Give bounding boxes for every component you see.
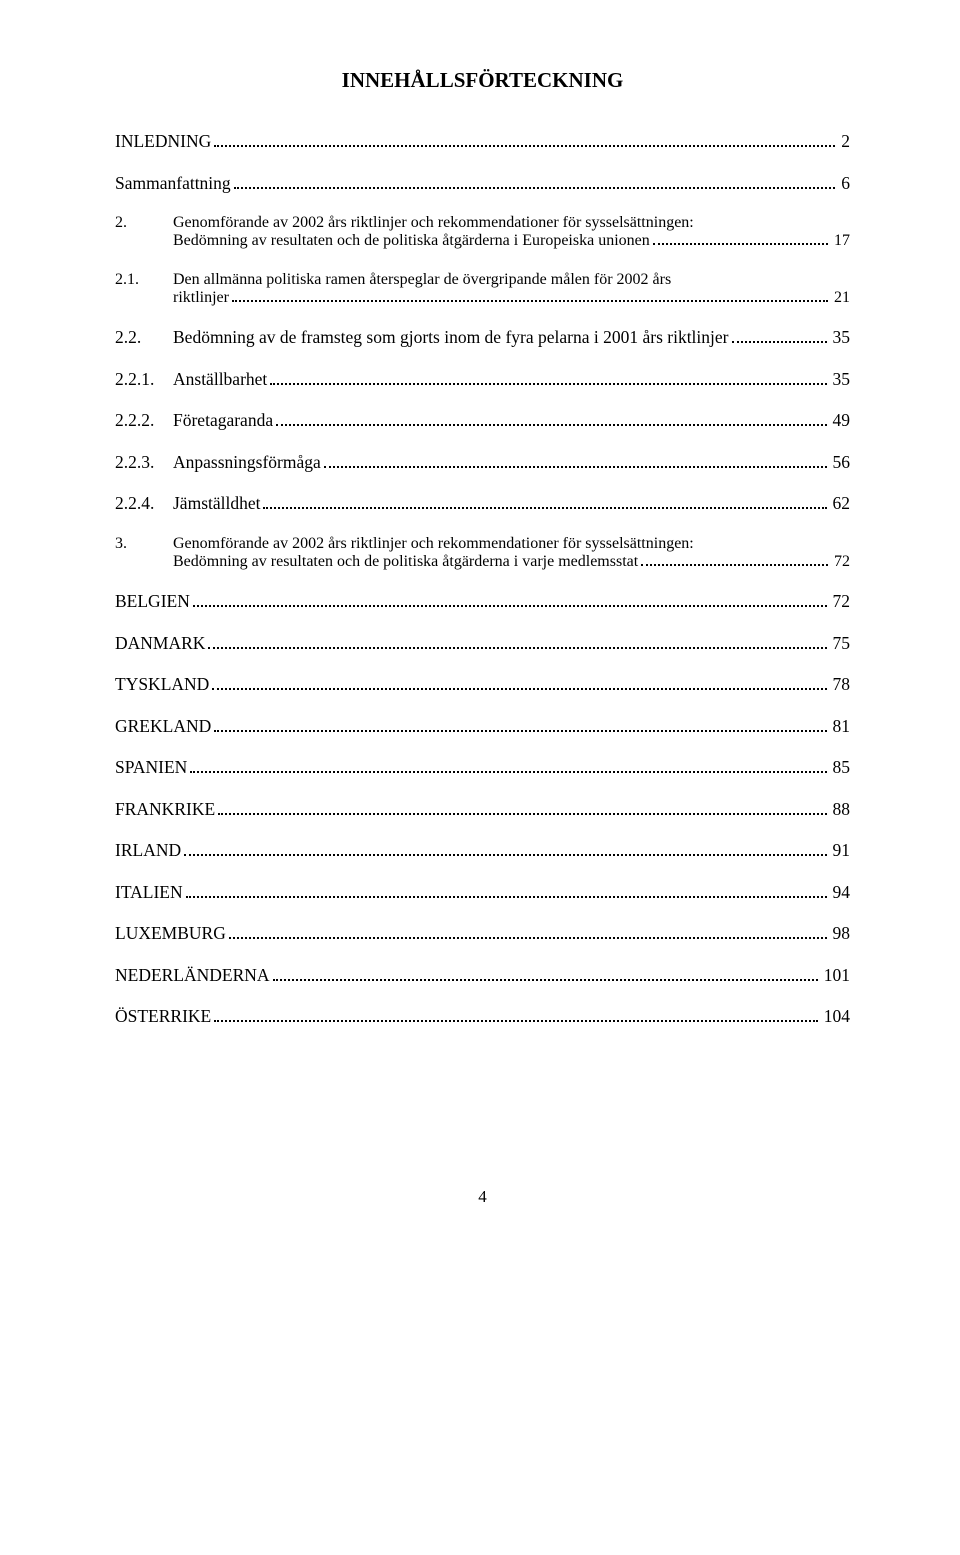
- toc-entry-label: IRLAND: [115, 840, 181, 861]
- toc-entry-label: LUXEMBURG: [115, 923, 226, 944]
- toc-entry: FRANKRIKE 88: [115, 799, 850, 820]
- toc-entry-page: 35: [830, 369, 851, 390]
- page-number: 4: [115, 1187, 850, 1207]
- toc-entry-number: 2.1.: [115, 271, 173, 289]
- toc-leader-dots: [186, 896, 827, 898]
- toc-entry: ITALIEN 94: [115, 882, 850, 903]
- toc-entry-label: NEDERLÄNDERNA: [115, 965, 270, 986]
- toc-entry-label: Jämställdhet: [173, 493, 260, 514]
- toc-entry-label: Bedömning av de framsteg som gjorts inom…: [173, 327, 729, 348]
- toc-leader-dots: [190, 771, 826, 773]
- toc-leader-dots: [324, 466, 827, 468]
- toc-entry-label: GREKLAND: [115, 716, 211, 737]
- toc-entry-label: Anpassningsförmåga: [173, 452, 321, 473]
- toc-entry-label-cont: riktlinjer: [173, 289, 229, 307]
- toc-title: INNEHÅLLSFÖRTECKNING: [115, 68, 850, 93]
- toc-entry: 2.2.1.Anställbarhet 35: [115, 369, 850, 390]
- toc-entry: IRLAND 91: [115, 840, 850, 861]
- toc-entry: BELGIEN 72: [115, 591, 850, 612]
- toc-leader-dots: [193, 605, 827, 607]
- toc-entry: 2.1.Den allmänna politiska ramen återspe…: [115, 271, 850, 307]
- toc-entry: TYSKLAND 78: [115, 674, 850, 695]
- toc-entry: NEDERLÄNDERNA 101: [115, 965, 850, 986]
- toc-entry: ÖSTERRIKE 104: [115, 1006, 850, 1027]
- toc-leader-dots: [263, 507, 826, 509]
- toc-entry-page: 78: [830, 674, 851, 695]
- toc-entry: 2.2.4.Jämställdhet 62: [115, 493, 850, 514]
- toc-leader-dots: [234, 187, 836, 189]
- toc-leader-dots: [270, 383, 826, 385]
- toc-leader-dots: [214, 1020, 818, 1022]
- toc-entry-label: DANMARK: [115, 633, 205, 654]
- toc-leader-dots: [212, 688, 826, 690]
- toc-entry-page: 49: [830, 410, 851, 431]
- toc-entry-page: 21: [831, 289, 850, 307]
- toc-leader-dots: [214, 145, 835, 147]
- toc-entry-page: 98: [830, 923, 851, 944]
- toc-entry-page: 94: [830, 882, 851, 903]
- toc-entry-page: 85: [830, 757, 851, 778]
- toc-entry-number: 2.2.4.: [115, 493, 173, 514]
- toc-entry-page: 88: [830, 799, 851, 820]
- toc-entry-page: 6: [838, 173, 850, 194]
- toc-entry: GREKLAND 81: [115, 716, 850, 737]
- toc-entry-label: ITALIEN: [115, 882, 183, 903]
- toc-list: INLEDNING2Sammanfattning62.Genomförande …: [115, 131, 850, 1027]
- toc-entry: 2.Genomförande av 2002 års riktlinjer oc…: [115, 214, 850, 250]
- toc-entry-label: Genomförande av 2002 års riktlinjer och …: [173, 214, 694, 232]
- toc-entry: INLEDNING 2: [115, 131, 850, 152]
- toc-leader-dots: [653, 243, 828, 245]
- toc-entry-number: 2.2.3.: [115, 452, 173, 473]
- toc-leader-dots: [218, 813, 826, 815]
- toc-entry-label: TYSKLAND: [115, 674, 209, 695]
- toc-entry: 3.Genomförande av 2002 års riktlinjer oc…: [115, 535, 850, 571]
- toc-entry-page: 72: [831, 553, 850, 571]
- toc-entry-label: Anställbarhet: [173, 369, 267, 390]
- toc-entry-number: 2.2.1.: [115, 369, 173, 390]
- toc-entry-label: FRANKRIKE: [115, 799, 215, 820]
- toc-entry-label-cont: Bedömning av resultaten och de politiska…: [173, 232, 650, 250]
- toc-entry-label: Den allmänna politiska ramen återspeglar…: [173, 271, 671, 289]
- toc-entry-label: Genomförande av 2002 års riktlinjer och …: [173, 535, 694, 553]
- toc-entry-page: 81: [830, 716, 851, 737]
- toc-entry-page: 72: [830, 591, 851, 612]
- toc-entry-label: Företagaranda: [173, 410, 273, 431]
- toc-entry: 2.2.2.Företagaranda 49: [115, 410, 850, 431]
- toc-entry-label-cont: Bedömning av resultaten och de politiska…: [173, 553, 638, 571]
- toc-leader-dots: [732, 341, 827, 343]
- toc-entry-page: 17: [831, 232, 850, 250]
- toc-entry-label: SPANIEN: [115, 757, 187, 778]
- toc-leader-dots: [276, 424, 826, 426]
- toc-leader-dots: [208, 647, 826, 649]
- toc-leader-dots: [232, 300, 828, 302]
- toc-entry: LUXEMBURG 98: [115, 923, 850, 944]
- toc-entry-number: 2.: [115, 214, 173, 232]
- toc-leader-dots: [273, 979, 818, 981]
- toc-entry: SPANIEN 85: [115, 757, 850, 778]
- toc-entry-number: 2.2.2.: [115, 410, 173, 431]
- toc-entry-label: ÖSTERRIKE: [115, 1006, 211, 1027]
- toc-entry-page: 75: [830, 633, 851, 654]
- toc-entry-page: 91: [830, 840, 851, 861]
- toc-entry-page: 101: [821, 965, 850, 986]
- toc-entry-page: 62: [830, 493, 851, 514]
- toc-entry-page: 2: [838, 131, 850, 152]
- toc-entry-number: 3.: [115, 535, 173, 553]
- toc-leader-dots: [214, 730, 826, 732]
- toc-leader-dots: [641, 564, 828, 566]
- toc-entry: 2.2.3.Anpassningsförmåga 56: [115, 452, 850, 473]
- toc-entry-label: Sammanfattning: [115, 173, 231, 194]
- toc-entry-number: 2.2.: [115, 327, 173, 348]
- toc-entry: DANMARK 75: [115, 633, 850, 654]
- toc-leader-dots: [229, 937, 827, 939]
- toc-entry: 2.2.Bedömning av de framsteg som gjorts …: [115, 327, 850, 348]
- toc-entry: Sammanfattning 6: [115, 173, 850, 194]
- toc-leader-dots: [184, 854, 826, 856]
- toc-entry-label: INLEDNING: [115, 131, 211, 152]
- toc-entry-label: BELGIEN: [115, 591, 190, 612]
- toc-entry-page: 104: [821, 1006, 850, 1027]
- toc-entry-page: 35: [830, 327, 851, 348]
- toc-entry-page: 56: [830, 452, 851, 473]
